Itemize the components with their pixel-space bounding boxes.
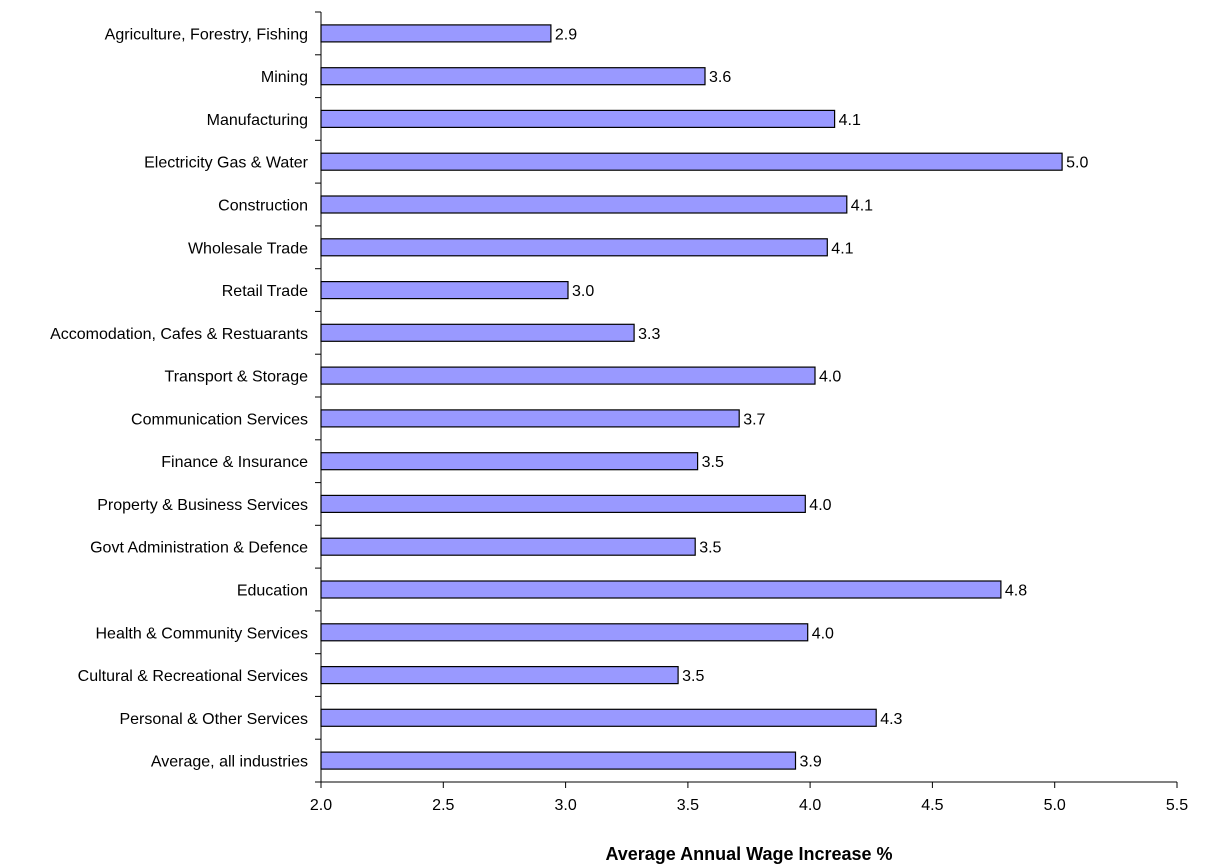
data-label-14: 4.0	[812, 625, 834, 642]
data-label-13: 4.8	[1005, 583, 1027, 600]
bar-6	[320, 281, 569, 300]
category-label-16: Personal & Other Services	[119, 711, 308, 728]
category-label-14: Health & Community Services	[95, 625, 308, 642]
bar-11	[320, 494, 806, 513]
x-tick-label-2: 3.0	[554, 797, 576, 814]
data-label-5: 4.1	[831, 240, 853, 257]
data-label-11: 4.0	[809, 497, 831, 514]
data-label-4: 4.1	[851, 198, 873, 215]
category-label-11: Property & Business Services	[97, 497, 308, 514]
category-label-9: Communication Services	[131, 411, 308, 428]
bar-13	[320, 580, 1002, 599]
category-label-0: Agriculture, Forestry, Fishing	[105, 26, 308, 43]
data-label-8: 4.0	[819, 369, 841, 386]
bar-10	[320, 452, 699, 471]
bar-3	[320, 152, 1063, 171]
bar-16	[320, 708, 877, 727]
bar-1	[320, 67, 706, 86]
data-label-1: 3.6	[709, 69, 731, 86]
labels-group: Agriculture, Forestry, Fishing 2.9 Mining 3…	[50, 26, 1188, 814]
category-label-13: Education	[237, 583, 308, 600]
bars-group	[320, 24, 1063, 770]
category-label-7: Accomodation, Cafes & Restuarants	[50, 326, 308, 343]
x-tick-label-7: 5.5	[1166, 797, 1188, 814]
data-label-3: 5.0	[1066, 155, 1088, 172]
bar-2	[320, 109, 836, 129]
data-label-15: 3.5	[682, 668, 704, 685]
data-label-2: 4.1	[839, 112, 861, 129]
bar-4	[320, 195, 848, 214]
data-label-12: 3.5	[699, 540, 721, 557]
x-tick-label-1: 2.5	[432, 797, 454, 814]
bar-15	[320, 665, 679, 685]
bar-12	[320, 537, 696, 556]
bar-7	[320, 323, 635, 342]
data-label-6: 3.0	[572, 283, 594, 300]
bar-8	[320, 366, 816, 385]
x-tick-label-0: 2.0	[310, 797, 332, 814]
bar-5	[320, 238, 828, 257]
bar-17	[320, 751, 797, 770]
category-label-12: Govt Administration & Defence	[90, 540, 308, 557]
data-label-9: 3.7	[743, 411, 765, 428]
category-label-8: Transport & Storage	[165, 369, 309, 386]
data-label-10: 3.5	[702, 454, 724, 471]
data-label-0: 2.9	[555, 26, 577, 43]
category-label-10: Finance & Insurance	[161, 454, 308, 471]
bar-0	[320, 24, 552, 43]
x-tick-label-6: 5.0	[1044, 797, 1066, 814]
bar-14	[320, 623, 809, 642]
data-label-17: 3.9	[800, 754, 822, 771]
category-label-5: Wholesale Trade	[188, 240, 308, 257]
x-tick-label-3: 3.5	[677, 797, 699, 814]
bar-9	[320, 409, 740, 428]
category-label-17: Average, all industries	[151, 754, 308, 771]
category-label-15: Cultural & Recreational Services	[78, 668, 308, 685]
category-label-4: Construction	[218, 198, 308, 215]
x-tick-label-4: 4.0	[799, 797, 821, 814]
axes-group	[315, 11, 1178, 788]
category-label-6: Retail Trade	[222, 283, 308, 300]
category-label-2: Manufacturing	[207, 112, 308, 129]
data-label-16: 4.3	[880, 711, 902, 728]
category-label-3: Electricity Gas & Water	[144, 155, 309, 172]
x-tick-label-5: 4.5	[921, 797, 943, 814]
x-axis-title: Average Annual Wage Increase %	[605, 844, 892, 864]
data-label-7: 3.3	[638, 326, 660, 343]
category-label-1: Mining	[261, 69, 308, 86]
